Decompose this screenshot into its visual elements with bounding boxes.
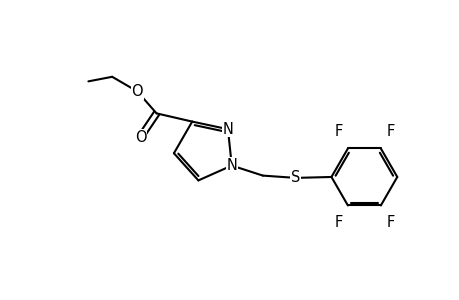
Text: F: F [333, 214, 341, 230]
Text: F: F [333, 124, 341, 139]
Text: N: N [222, 122, 233, 137]
Text: S: S [291, 170, 300, 185]
Text: F: F [386, 124, 394, 139]
Text: N: N [226, 158, 237, 173]
Text: F: F [386, 214, 394, 230]
Text: O: O [131, 84, 143, 99]
Text: O: O [134, 130, 146, 145]
